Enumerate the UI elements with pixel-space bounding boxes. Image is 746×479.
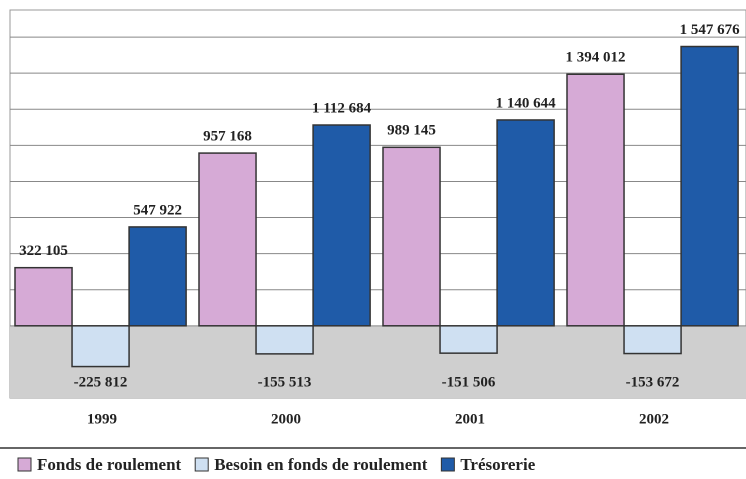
- data-label: 322 105: [19, 243, 68, 259]
- data-label: -225 812: [74, 374, 128, 390]
- bar: [312, 124, 371, 327]
- x-tick-label: 1999: [87, 411, 117, 427]
- bar: [128, 226, 187, 327]
- legend-label: Trésorerie: [460, 455, 535, 474]
- x-tick-label: 2002: [639, 411, 669, 427]
- data-label: 1 140 644: [496, 95, 557, 111]
- data-label: 547 922: [133, 202, 182, 218]
- data-label: -153 672: [626, 374, 680, 390]
- bar: [566, 73, 625, 327]
- legend-swatch: [440, 457, 455, 472]
- bar: [496, 119, 555, 327]
- bar: [382, 146, 441, 327]
- x-tick-label: 2001: [455, 411, 485, 427]
- data-label: 1 547 676: [680, 22, 741, 38]
- x-tick-label: 2000: [271, 411, 301, 427]
- bar: [680, 45, 739, 327]
- bar: [198, 152, 257, 327]
- bar: [439, 325, 498, 354]
- data-label: 957 168: [203, 129, 252, 145]
- legend-label: Besoin en fonds de roulement: [214, 455, 427, 474]
- legend-swatch: [194, 457, 209, 472]
- data-label: -151 506: [442, 374, 496, 390]
- data-label: -155 513: [258, 374, 312, 390]
- data-label: 989 145: [387, 123, 436, 139]
- data-label: 1 112 684: [312, 100, 372, 116]
- legend-label: Fonds de roulement: [37, 455, 182, 474]
- bar: [623, 325, 682, 355]
- legend-swatch: [17, 457, 32, 472]
- bar: [14, 266, 73, 327]
- bar: [255, 325, 314, 355]
- data-label: 1 394 012: [566, 50, 626, 66]
- bar: [71, 325, 130, 368]
